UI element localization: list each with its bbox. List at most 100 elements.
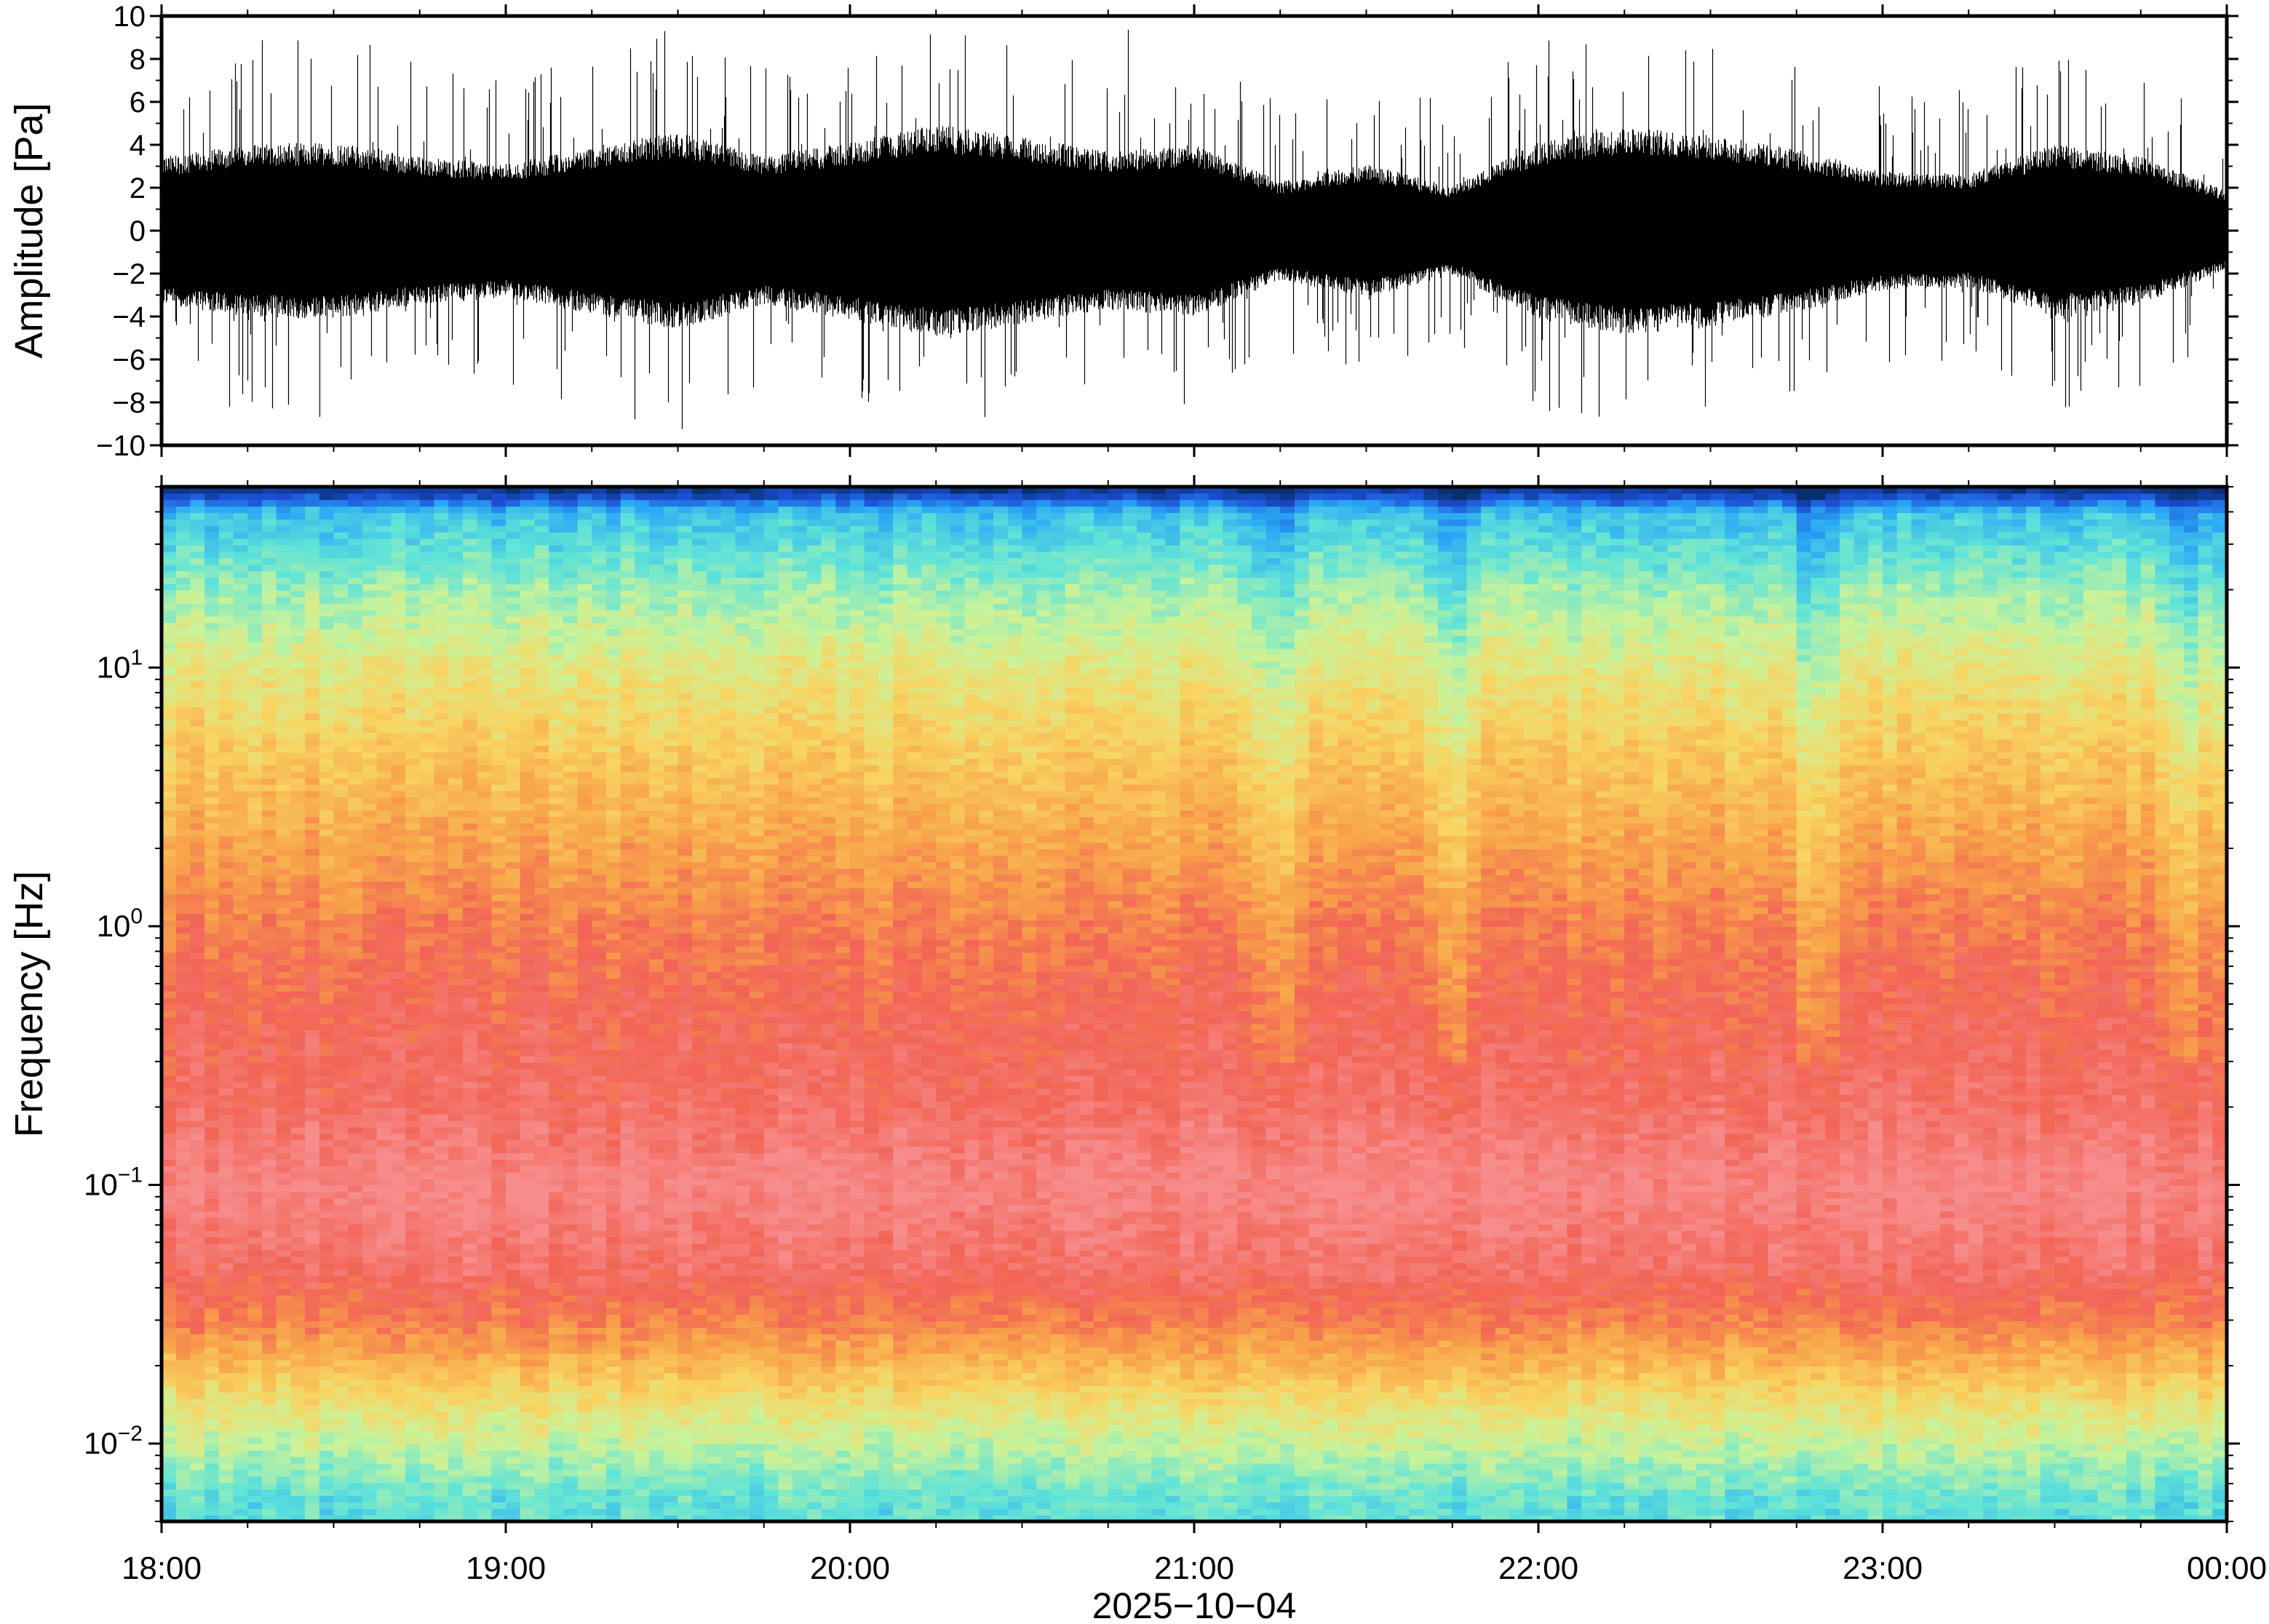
spectrogram-cell: [377, 771, 392, 778]
spectrogram-cell: [247, 810, 262, 816]
spectrogram-cell: [190, 1431, 204, 1438]
spectrogram-cell: [319, 816, 334, 823]
spectrogram-cell: [234, 952, 248, 959]
spectrogram-cell: [592, 1069, 606, 1075]
spectrogram-cell: [448, 648, 463, 655]
spectrogram-cell: [592, 1379, 606, 1385]
spectrogram-cell: [362, 1211, 377, 1217]
spectrogram-cell: [549, 590, 563, 597]
spectrogram-cell: [162, 765, 176, 771]
spectrogram-cell: [262, 1463, 277, 1470]
spectrogram-cell: [277, 1308, 291, 1315]
spectrogram-cell: [319, 1269, 334, 1275]
spectrogram-cell: [305, 1107, 319, 1114]
spectrogram-cell: [477, 752, 492, 758]
spectrogram-cell: [506, 603, 520, 610]
spectrogram-cell: [377, 881, 392, 888]
spectrogram-cell: [319, 1347, 334, 1353]
spectrogram-cell: [434, 1205, 448, 1211]
spectrogram-cell: [434, 1315, 448, 1321]
spectrogram-cell: [162, 635, 176, 642]
spectrogram-cell: [319, 1140, 334, 1147]
spectrogram-cell: [477, 706, 492, 713]
spectrogram-cell: [176, 1412, 191, 1418]
spectrogram-cell: [234, 655, 248, 661]
spectrogram-cell: [162, 610, 176, 616]
spectrogram-cell: [506, 1457, 520, 1463]
spectrogram-cell: [592, 991, 606, 998]
spectrogram-cell: [391, 493, 405, 500]
spectrogram-cell: [305, 1257, 319, 1263]
spectrogram-cell: [305, 1243, 319, 1250]
spectrogram-cell: [578, 901, 592, 907]
spectrogram-cell: [520, 1302, 535, 1308]
spectrogram-cell: [176, 1237, 191, 1243]
spectrogram-cell: [362, 978, 377, 984]
spectrogram-cell: [563, 1159, 578, 1166]
spectrogram-cell: [391, 545, 405, 552]
spectrogram-cell: [448, 1392, 463, 1398]
spectrogram-cell: [219, 1043, 234, 1049]
spectrogram-cell: [520, 856, 535, 862]
spectrogram-cell: [305, 1405, 319, 1412]
spectrogram-cell: [234, 1502, 248, 1508]
spectrogram-cell: [290, 829, 305, 836]
spectrogram-cell: [290, 926, 305, 933]
spectrogram-cell: [534, 765, 549, 771]
spectrogram-cell: [377, 1315, 392, 1321]
spectrogram-cell: [204, 1269, 219, 1275]
spectrogram-cell: [477, 959, 492, 966]
spectrogram-cell: [491, 635, 506, 642]
spectrogram-cell: [319, 797, 334, 804]
spectrogram-cell: [377, 1360, 392, 1366]
spectrogram-cell: [463, 1334, 477, 1340]
spectrogram-cell: [290, 558, 305, 565]
spectrogram-cell: [162, 907, 176, 914]
spectrogram-cell: [377, 519, 392, 525]
spectrogram-cell: [362, 1147, 377, 1153]
spectrogram-cell: [377, 577, 392, 584]
spectrogram-cell: [563, 545, 578, 552]
spectrogram-cell: [520, 1237, 535, 1243]
spectrogram-cell: [563, 739, 578, 746]
spectrogram-cell: [434, 959, 448, 966]
spectrogram-cell: [362, 1185, 377, 1192]
spectrogram-cell: [534, 1198, 549, 1205]
spectrogram-cell: [305, 765, 319, 771]
spectrogram-cell: [290, 1418, 305, 1425]
spectrogram-cell: [334, 1036, 349, 1043]
spectrogram-cell: [506, 500, 520, 506]
spectrogram-cell: [190, 733, 204, 739]
spectrogram-cell: [377, 746, 392, 752]
spectrogram-cell: [534, 532, 549, 538]
spectrogram-cell: [549, 674, 563, 681]
spectrogram-cell: [277, 856, 291, 862]
spectrogram-cell: [463, 1172, 477, 1179]
spectrogram-cell: [190, 635, 204, 642]
spectrogram-cell: [391, 959, 405, 966]
spectrogram-cell: [506, 1101, 520, 1107]
spectrogram-cell: [563, 1205, 578, 1211]
spectrogram-cell: [520, 1056, 535, 1062]
spectrogram-cell: [534, 1172, 549, 1179]
spectrogram-cell: [377, 1366, 392, 1373]
spectrogram-cell: [420, 629, 434, 636]
spectrogram-cell: [448, 778, 463, 784]
spectrogram-cell: [377, 784, 392, 791]
spectrogram-cell: [247, 1321, 262, 1327]
spectrogram-cell: [592, 1373, 606, 1380]
spectrogram-cell: [534, 1366, 549, 1373]
spectrogram-cell: [534, 1308, 549, 1315]
spectrogram-cell: [277, 810, 291, 816]
spectrogram-cell: [334, 1321, 349, 1327]
spectrogram-cell: [176, 525, 191, 532]
spectrogram-cell: [520, 803, 535, 810]
spectrogram-cell: [319, 1495, 334, 1502]
spectrogram-cell: [176, 1107, 191, 1114]
spectrogram-cell: [549, 1289, 563, 1295]
spectrogram-cell: [491, 1379, 506, 1385]
spectrogram-cell: [391, 1004, 405, 1011]
spectrogram-cell: [563, 907, 578, 914]
spectrogram-cell: [563, 571, 578, 578]
spectrogram-cell: [391, 693, 405, 700]
